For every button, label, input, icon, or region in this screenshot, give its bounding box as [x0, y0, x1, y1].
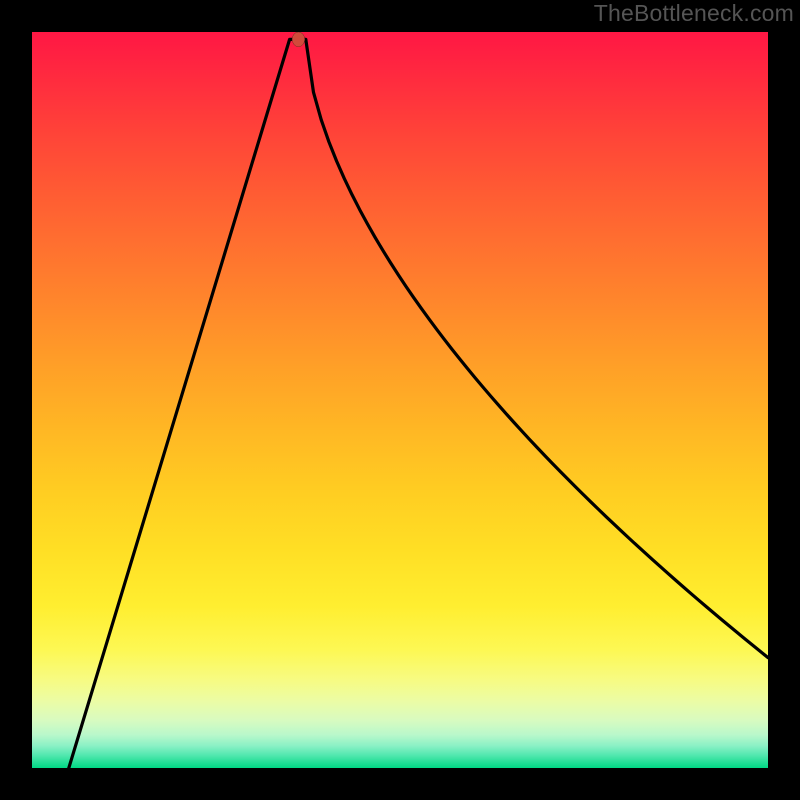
plot-area [32, 32, 768, 768]
watermark-text: TheBottleneck.com [594, 0, 794, 27]
gradient-background [32, 32, 768, 768]
bottleneck-curve-chart [32, 32, 768, 768]
optimum-marker [292, 32, 305, 47]
chart-frame: TheBottleneck.com [0, 0, 800, 800]
